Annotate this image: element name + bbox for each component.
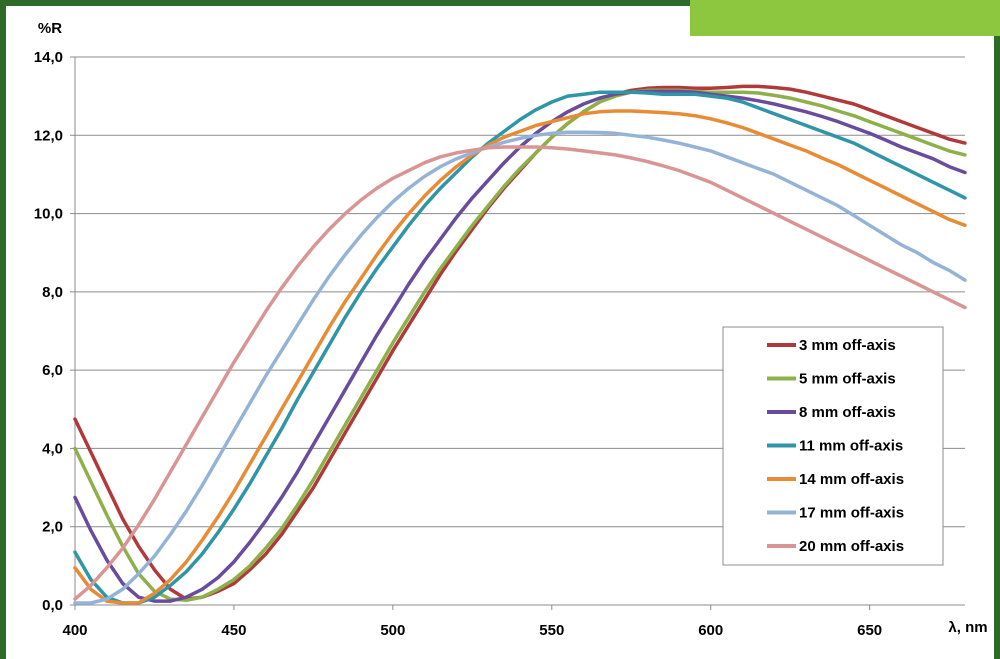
series-line (73, 90, 967, 605)
legend-label: 3 mm off-axis (799, 337, 896, 354)
series-line (73, 88, 967, 603)
series-line (73, 130, 967, 605)
y-tick-label: 0,0 (42, 597, 63, 614)
decorative-green-block (690, 0, 1000, 36)
series-line (73, 145, 967, 601)
series-line (73, 109, 967, 605)
y-tick-label: 2,0 (42, 519, 63, 536)
x-tick-label: 650 (857, 622, 882, 639)
y-tick-label: 4,0 (42, 440, 63, 457)
y-tick-label: 6,0 (42, 362, 63, 379)
legend-label: 8 mm off-axis (799, 404, 896, 421)
y-tick-label: 12,0 (34, 127, 63, 144)
x-tick-label: 600 (698, 622, 723, 639)
legend-label: 11 mm off-axis (799, 438, 903, 455)
legend-label: 5 mm off-axis (799, 371, 896, 388)
legend-label: 14 mm off-axis (799, 471, 904, 488)
x-tick-label: 500 (380, 622, 405, 639)
series-lines (73, 84, 967, 605)
axes: 0,0 2,0 4,0 6,0 8,0 10,0 12,0 14,0 400 450 500 550 6… (34, 49, 965, 639)
y-tick-label: 10,0 (34, 206, 63, 223)
y-axis-label: %R (38, 20, 62, 37)
y-tick-label: 14,0 (34, 49, 63, 66)
x-tick-label: 450 (221, 622, 246, 639)
legend-label: 17 mm off-axis (799, 505, 904, 522)
x-tick-label: 400 (62, 622, 87, 639)
legend-label: 20 mm off-axis (799, 538, 904, 555)
x-tick-label: 550 (539, 622, 564, 639)
x-axis-label: λ, nm (948, 619, 987, 636)
y-tick-label: 8,0 (42, 284, 63, 301)
legend-box (722, 326, 944, 566)
legend: 3 mm off-axis 5 mm off-axis 8 mm off-axis 1… (722, 326, 944, 566)
